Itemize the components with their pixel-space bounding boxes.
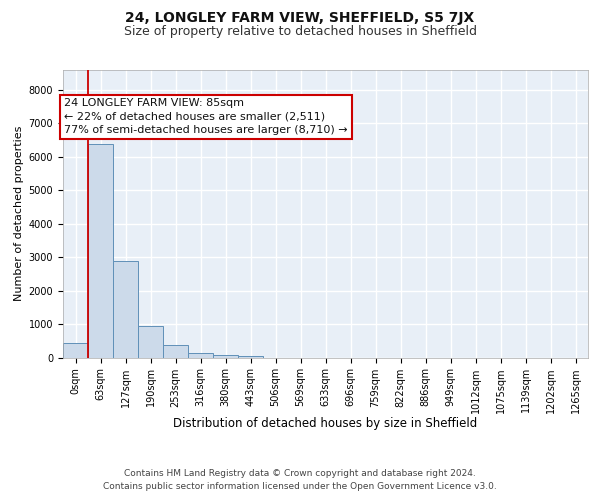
- Text: Size of property relative to detached houses in Sheffield: Size of property relative to detached ho…: [124, 25, 476, 38]
- Bar: [63, 343, 88, 357]
- Bar: [213, 355, 238, 358]
- Text: 24, LONGLEY FARM VIEW, SHEFFIELD, S5 7JX: 24, LONGLEY FARM VIEW, SHEFFIELD, S5 7JX: [125, 11, 475, 25]
- Bar: [188, 353, 213, 358]
- Y-axis label: Number of detached properties: Number of detached properties: [14, 126, 25, 302]
- Bar: [163, 345, 188, 358]
- X-axis label: Distribution of detached houses by size in Sheffield: Distribution of detached houses by size …: [173, 417, 478, 430]
- Bar: [238, 356, 263, 358]
- Text: Contains HM Land Registry data © Crown copyright and database right 2024.
Contai: Contains HM Land Registry data © Crown c…: [103, 470, 497, 491]
- Text: 24 LONGLEY FARM VIEW: 85sqm
← 22% of detached houses are smaller (2,511)
77% of : 24 LONGLEY FARM VIEW: 85sqm ← 22% of det…: [64, 98, 348, 135]
- Bar: [138, 326, 163, 358]
- Bar: [113, 260, 138, 358]
- Bar: [88, 144, 113, 358]
